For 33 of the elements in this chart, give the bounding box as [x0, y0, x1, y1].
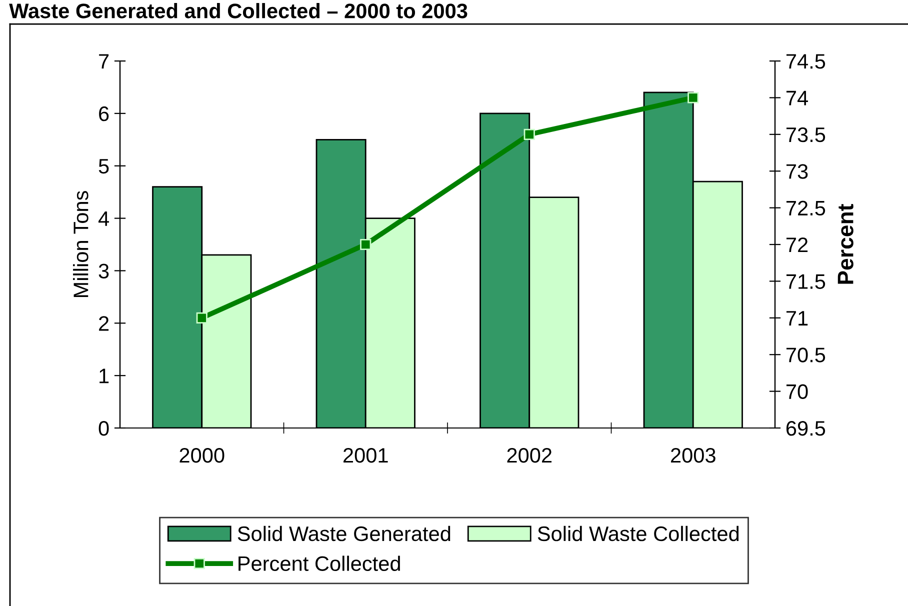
y2-tick-label: 71.5 [786, 274, 826, 289]
y2-tick-label: 71 [786, 311, 808, 326]
x-tick-label: 2000 [180, 448, 224, 463]
y2-tick-label: 72 [786, 238, 808, 252]
y2-tick-label: 73.5 [786, 127, 826, 142]
point [196, 312, 208, 324]
point [688, 92, 699, 104]
y2-tick-label: 73 [786, 164, 808, 179]
y-axis-title: Million Tons [73, 191, 88, 298]
y-tick-label: 2 [99, 316, 109, 331]
y2-tick-label: 70 [786, 384, 808, 400]
legend-label: Solid Waste Generated [238, 526, 450, 542]
x-tick-label: 2001 [344, 448, 388, 463]
x-tick-label: 2003 [671, 448, 716, 463]
y-tick-label: 3 [98, 264, 109, 278]
y-tick-label: 4 [98, 212, 109, 226]
legend-label: Solid Waste Collected [538, 526, 739, 542]
y2-tick-label: 69.5 [786, 421, 826, 436]
x-tick-label: 2002 [507, 448, 552, 463]
y2-tick-label: 74.5 [786, 54, 826, 69]
y2-axis-title: Percent [838, 204, 854, 284]
y2-tick-label: 72.5 [786, 200, 826, 216]
y-tick-label: 6 [99, 106, 109, 122]
point [524, 128, 535, 140]
y-tick-label: 1 [100, 368, 109, 384]
y2-tick-label: 74 [786, 90, 808, 106]
y2-tick-label: 70.5 [786, 348, 826, 362]
point [360, 238, 372, 250]
y-tick-label: 0 [98, 421, 109, 436]
legend-label: Percent Collected [238, 556, 400, 572]
y-tick-label: 5 [98, 159, 109, 174]
chart-title: Waste Generated and Collected – 2000 to 2003 [9, 3, 468, 18]
y-tick-label: 7 [99, 54, 109, 69]
